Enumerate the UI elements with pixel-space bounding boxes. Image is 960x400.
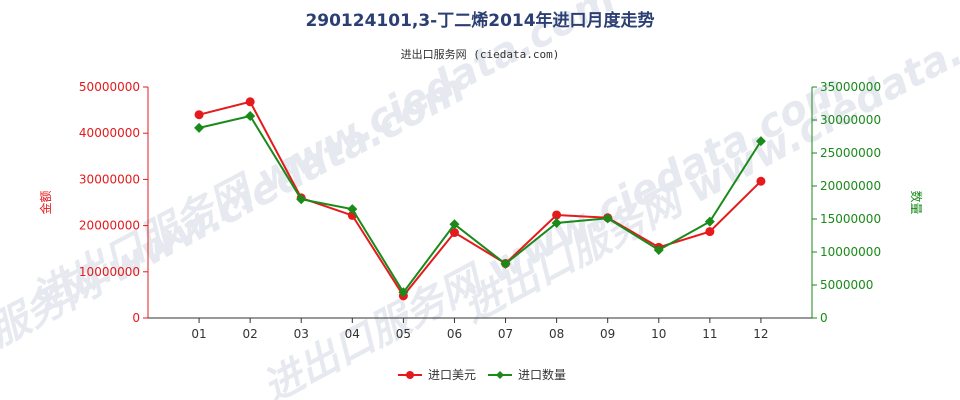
- x-tick-label: 05: [396, 327, 411, 341]
- x-tick-label: 09: [600, 327, 615, 341]
- right-tick-label: 5000000: [820, 278, 873, 292]
- data-point[interactable]: [194, 122, 205, 133]
- axes-layer: [147, 87, 813, 319]
- right-axis-label: 数量: [909, 190, 924, 214]
- left-axis-label: 金额: [38, 190, 53, 214]
- right-tick-label: 20000000: [820, 179, 881, 193]
- data-point[interactable]: [245, 97, 255, 107]
- data-point[interactable]: [705, 227, 715, 237]
- left-tick-label: 30000000: [79, 172, 140, 186]
- data-point[interactable]: [602, 213, 613, 224]
- x-tick-label: 03: [294, 327, 309, 341]
- left-tick-label: 0: [132, 311, 140, 325]
- data-point[interactable]: [653, 245, 664, 256]
- x-tick-label: 06: [447, 327, 462, 341]
- x-tick-label: 04: [345, 327, 360, 341]
- right-tick-label: 15000000: [820, 212, 881, 226]
- legend: 进口美元 进口数量: [398, 367, 566, 382]
- right-tick-label: 25000000: [820, 146, 881, 160]
- data-point[interactable]: [296, 194, 307, 205]
- chart-title: 290124101,3-丁二烯2014年进口月度走势: [305, 10, 654, 31]
- x-tick-label: 10: [651, 327, 666, 341]
- x-tick-label: 02: [243, 327, 258, 341]
- data-point[interactable]: [347, 204, 358, 215]
- data-point[interactable]: [500, 258, 511, 269]
- data-point[interactable]: [194, 110, 204, 120]
- legend-item[interactable]: 进口美元: [398, 368, 476, 382]
- ticks-layer: 0 10000000 20000000 30000000 40000000 5000000…: [79, 80, 881, 341]
- chart-subtitle: 进出口服务网 (ciedata.com): [401, 47, 560, 61]
- right-tick-label: 10000000: [820, 245, 881, 259]
- series-line-2: [198, 114, 762, 295]
- legend-label: 进口美元: [428, 368, 476, 382]
- data-point[interactable]: [756, 176, 766, 186]
- x-tick-label: 01: [191, 327, 206, 341]
- x-tick-label: 12: [753, 327, 768, 341]
- data-point[interactable]: [449, 228, 459, 238]
- legend-marker: [406, 371, 414, 379]
- x-tick-label: 07: [498, 327, 513, 341]
- data-point[interactable]: [245, 111, 256, 122]
- series-layer: [194, 97, 766, 301]
- legend-marker: [496, 371, 504, 379]
- left-tick-label: 20000000: [79, 219, 140, 233]
- right-tick-label: 0: [820, 311, 828, 325]
- data-point[interactable]: [551, 217, 562, 228]
- left-tick-label: 10000000: [79, 265, 140, 279]
- x-tick-label: 08: [549, 327, 564, 341]
- right-tick-label: 30000000: [820, 113, 881, 127]
- data-point[interactable]: [552, 210, 562, 220]
- data-point[interactable]: [449, 219, 460, 230]
- right-tick-label: 35000000: [820, 80, 881, 94]
- left-tick-label: 50000000: [79, 80, 140, 94]
- left-tick-label: 40000000: [79, 126, 140, 140]
- data-point[interactable]: [755, 136, 766, 147]
- data-point[interactable]: [704, 216, 715, 227]
- legend-item[interactable]: 进口数量: [488, 367, 566, 382]
- data-point[interactable]: [398, 287, 409, 298]
- legend-label: 进口数量: [518, 367, 566, 382]
- x-tick-label: 11: [702, 327, 717, 341]
